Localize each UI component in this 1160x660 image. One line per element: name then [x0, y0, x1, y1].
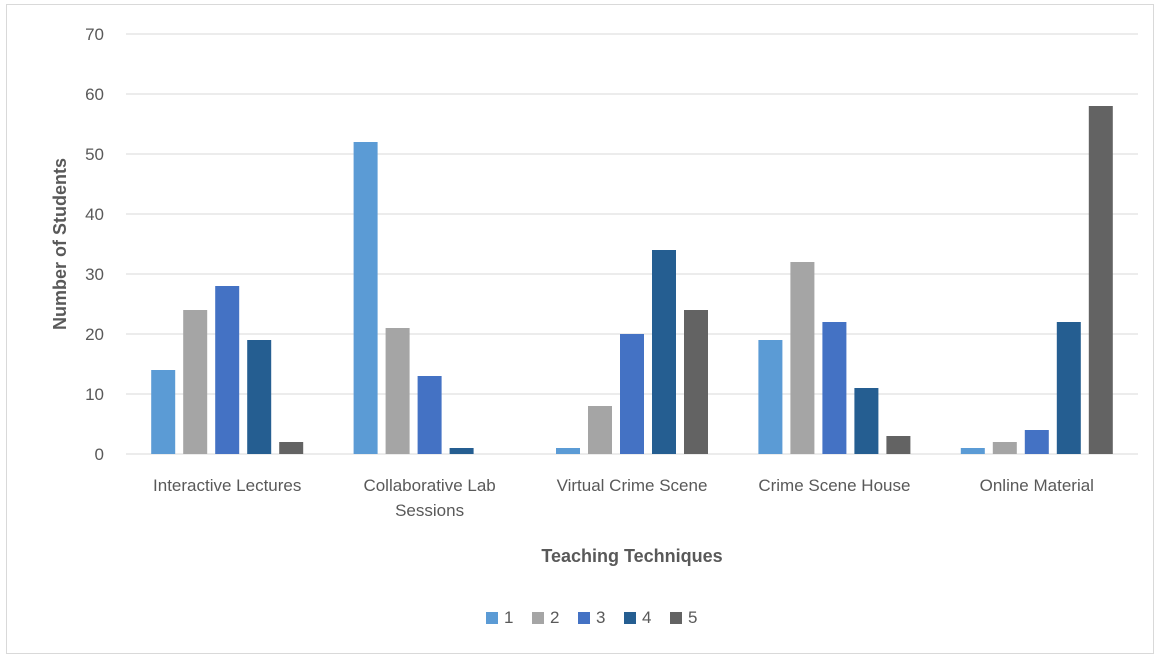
bar-series-3 [417, 376, 442, 454]
bar-series-1 [556, 448, 580, 454]
bar-series-5 [684, 310, 708, 454]
bar-series-2 [183, 310, 208, 454]
x-tick-label: Virtual Crime Scene [557, 476, 708, 495]
legend-swatch-2 [532, 612, 544, 624]
legend-label-2: 2 [550, 608, 559, 627]
bar-series-1 [960, 448, 985, 454]
bar-series-5 [886, 436, 911, 454]
x-tick-label: Interactive Lectures [153, 476, 301, 495]
x-axis-ticks: Interactive Lectures Collaborative Lab Ses… [153, 476, 1094, 520]
legend-swatch-5 [670, 612, 682, 624]
bar-series-1 [151, 370, 176, 454]
x-axis-title: Teaching Techniques [541, 546, 722, 566]
bar-series-1 [353, 142, 378, 454]
x-tick-label: Crime Scene House [758, 476, 910, 495]
bar-series-5 [1088, 106, 1113, 454]
y-axis-title: Number of Students [50, 158, 70, 330]
legend-label-4: 4 [642, 608, 651, 627]
y-tick-label: 40 [85, 205, 104, 224]
bar-series-2 [992, 442, 1017, 454]
y-tick-label: 30 [85, 265, 104, 284]
y-tick-label: 50 [85, 145, 104, 164]
bar-series-4 [652, 250, 676, 454]
bar-series-3 [620, 334, 644, 454]
bar-series-4 [854, 388, 879, 454]
legend-swatch-3 [578, 612, 590, 624]
legend-label-1: 1 [504, 608, 513, 627]
bar-series-3 [1024, 430, 1049, 454]
bar-series-3 [822, 322, 847, 454]
y-tick-label: 20 [85, 325, 104, 344]
bar-series-4 [1056, 322, 1081, 454]
y-axis-ticks: 0 10 20 30 40 50 60 70 [85, 25, 104, 464]
y-tick-label: 0 [95, 445, 104, 464]
bar-series-4 [449, 448, 474, 454]
legend-label-5: 5 [688, 608, 697, 627]
bar-series-1 [758, 340, 783, 454]
x-tick-label: Online Material [980, 476, 1094, 495]
bar-series-5 [279, 442, 304, 454]
legend-swatch-1 [486, 612, 498, 624]
bar-series-2 [588, 406, 612, 454]
bar-series-4 [247, 340, 272, 454]
bar-series-2 [385, 328, 410, 454]
bars [151, 106, 1113, 454]
bar-series-2 [790, 262, 815, 454]
y-tick-label: 10 [85, 385, 104, 404]
legend-label-3: 3 [596, 608, 605, 627]
y-tick-label: 60 [85, 85, 104, 104]
x-tick-label: Sessions [395, 501, 464, 520]
legend-swatch-4 [624, 612, 636, 624]
y-tick-label: 70 [85, 25, 104, 44]
legend: 1 2 3 4 5 [486, 608, 697, 627]
x-tick-label: Collaborative Lab [363, 476, 495, 495]
bar-series-3 [215, 286, 240, 454]
